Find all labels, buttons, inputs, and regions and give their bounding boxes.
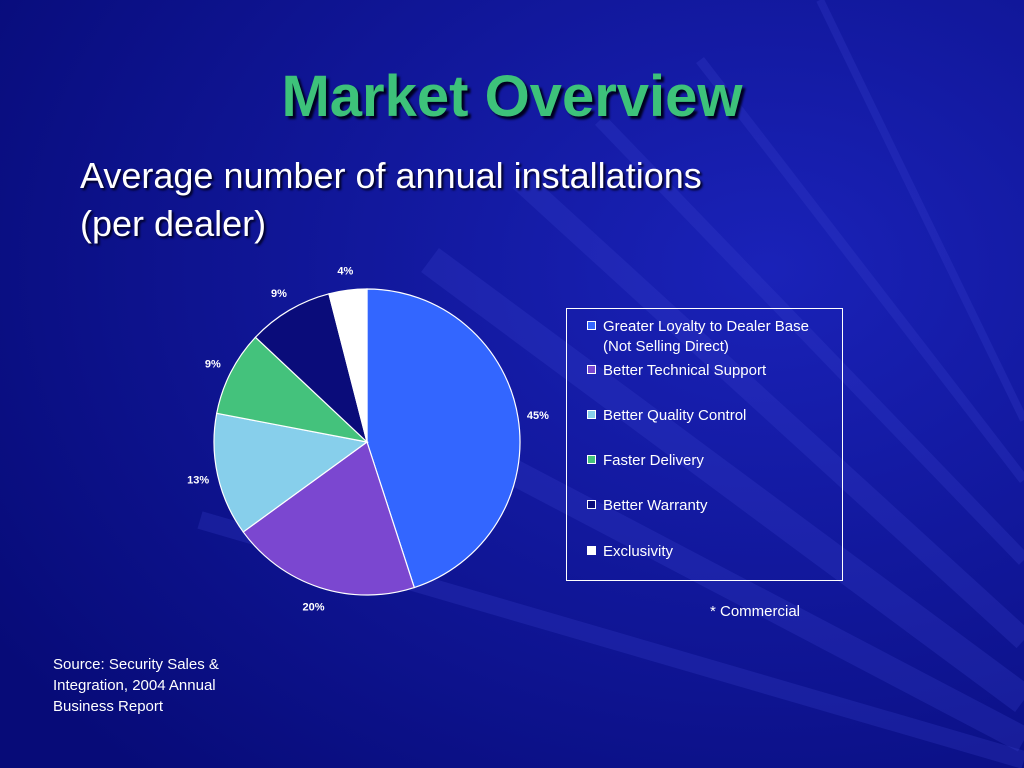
legend-swatch bbox=[587, 500, 596, 509]
pie-data-label-2: 20% bbox=[303, 602, 325, 614]
chart-legend: Greater Loyalty to Dealer Base (Not Sell… bbox=[566, 308, 843, 581]
subtitle-line-1: Average number of annual installations bbox=[80, 155, 702, 196]
legend-label: Better Technical Support bbox=[603, 362, 767, 379]
pie-slice-1 bbox=[366, 288, 521, 589]
pie-slice-6 bbox=[328, 288, 368, 443]
pie-data-label-4: 9% bbox=[205, 358, 221, 370]
pie-data-label-1: 45% bbox=[527, 410, 549, 422]
pie-chart: 45% 20% 13% 9% 9% 4% bbox=[187, 265, 549, 614]
legend-swatch bbox=[587, 410, 596, 419]
commercial-note: * Commercial bbox=[710, 603, 801, 620]
legend-label: Better Quality Control bbox=[603, 407, 747, 424]
subtitle-line-2: (per dealer) bbox=[80, 203, 267, 244]
source-citation: Source: Security Sales & Integration, 20… bbox=[53, 656, 219, 715]
legend-label: Exclusivity bbox=[603, 543, 674, 560]
legend-label: Better Warranty bbox=[603, 497, 708, 514]
pie-slice-3 bbox=[213, 412, 369, 533]
pie-data-label-3: 13% bbox=[187, 475, 209, 487]
slide-title: Market Overview bbox=[281, 64, 743, 129]
pie-slice-4 bbox=[216, 336, 369, 443]
legend-swatch bbox=[587, 455, 596, 464]
legend-swatch bbox=[587, 365, 596, 374]
pie-slice-5 bbox=[254, 293, 369, 444]
legend-swatch bbox=[587, 546, 596, 555]
legend-label: Faster Delivery bbox=[603, 452, 704, 469]
slide-subtitle: Average number of annual installations (… bbox=[80, 152, 840, 248]
pie-data-label-5: 9% bbox=[271, 288, 287, 300]
pie-data-label-6: 4% bbox=[337, 265, 353, 277]
legend-label: Greater Loyalty to Dealer Base (Not Sell… bbox=[603, 318, 809, 355]
pie-slice-2 bbox=[242, 441, 416, 596]
legend-swatch bbox=[587, 321, 596, 330]
